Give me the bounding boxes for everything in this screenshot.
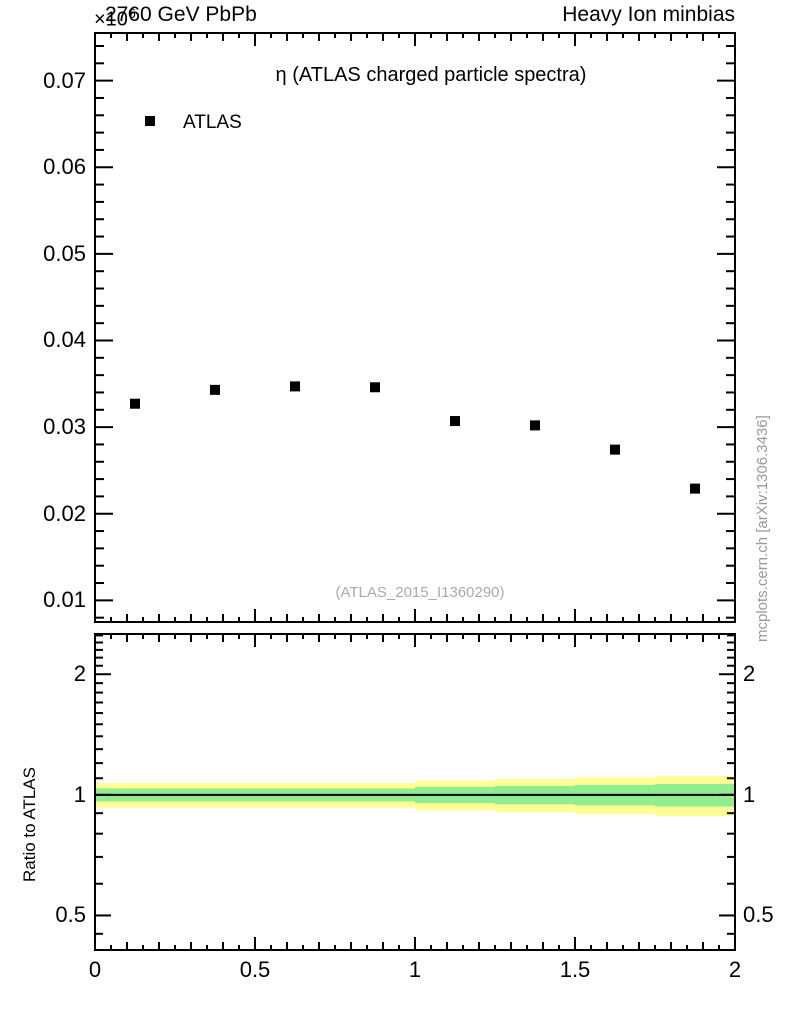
data-point-marker <box>370 382 380 393</box>
x-tick-label: 0 <box>88 957 102 982</box>
event-class-title: Heavy Ion minbias <box>562 3 735 26</box>
exponent-base: ×10 <box>94 8 128 31</box>
data-point-marker <box>690 483 700 494</box>
data-point-marker <box>450 416 460 427</box>
main-y-tick-label: 0.03 <box>43 414 86 440</box>
ratio-y-tick-label-right: 1 <box>743 781 756 807</box>
main-y-tick-label: 0.01 <box>43 587 86 613</box>
ratio-y-tick-label-right: 0.5 <box>743 902 774 928</box>
analysis-watermark: (ATLAS_2015_I1360290) <box>335 584 505 601</box>
data-point-marker <box>530 420 540 431</box>
data-point-marker <box>610 444 620 455</box>
legend-label: ATLAS <box>183 112 242 133</box>
main-y-tick-label: 0.04 <box>43 327 86 353</box>
x-tick-label: 2 <box>728 957 742 982</box>
y-axis-exponent: ×106 <box>94 5 136 32</box>
main-y-tick-label: 0.07 <box>43 67 86 93</box>
legend-marker-square-icon <box>145 116 155 126</box>
ratio-y-tick-label-left: 1 <box>73 781 86 807</box>
main-y-tick-label: 0.02 <box>43 500 86 526</box>
beam-title: 2760 GeV PbPb <box>105 3 257 26</box>
mcplots-arxiv-note: mcplots.cern.ch [arXiv:1306.3436] <box>754 415 771 642</box>
ratio-y-tick-label-left: 0.5 <box>55 902 86 928</box>
data-point-marker <box>210 384 220 395</box>
data-point-marker <box>130 398 140 409</box>
x-tick-label: 1.5 <box>559 957 591 982</box>
x-tick-label: 0.5 <box>239 957 271 982</box>
exponent-power: 6 <box>127 5 136 21</box>
ratio-y-tick-label-right: 2 <box>743 661 756 687</box>
observable-title: η (ATLAS charged particle spectra) <box>275 64 587 86</box>
main-y-tick-label: 0.06 <box>43 154 86 180</box>
data-point-marker <box>290 381 300 392</box>
x-tick-label: 1 <box>408 957 422 982</box>
main-y-tick-label: 0.05 <box>43 240 86 266</box>
ratio-y-tick-label-left: 2 <box>73 661 86 687</box>
